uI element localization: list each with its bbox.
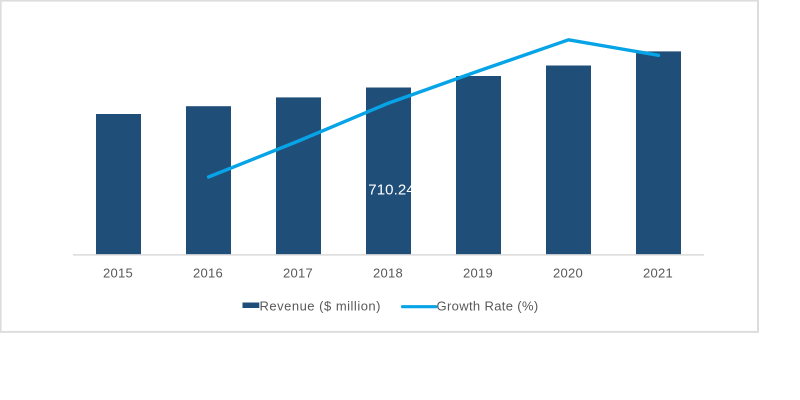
svg-text:Revenue ($ million): Revenue ($ million) xyxy=(260,299,382,314)
svg-text:2015: 2015 xyxy=(103,265,133,280)
svg-text:2017: 2017 xyxy=(283,265,313,280)
svg-text:710.24: 710.24 xyxy=(368,181,414,198)
svg-text:2018: 2018 xyxy=(373,265,403,280)
svg-text:2021: 2021 xyxy=(643,265,673,280)
svg-text:2019: 2019 xyxy=(463,265,493,280)
svg-text:2020: 2020 xyxy=(553,265,583,280)
svg-text:2016: 2016 xyxy=(193,265,223,280)
svg-text:Growth Rate (%): Growth Rate (%) xyxy=(437,299,539,314)
